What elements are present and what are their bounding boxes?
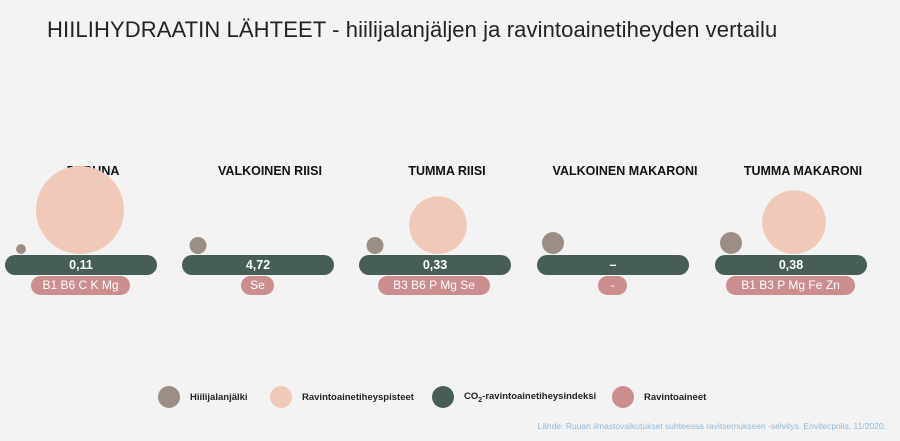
carbon-footprint-bubble	[189, 236, 207, 254]
legend-swatch-ravintoainetiheyspisteet	[270, 386, 292, 408]
nutrients-pill: -	[598, 276, 627, 295]
category-label: TUMMA RIISI	[408, 164, 486, 178]
bubble-area	[366, 196, 467, 254]
nutrient-density-bubble	[762, 190, 826, 254]
category-column: VALKOINEN RIISI 4,72 Se	[180, 0, 360, 300]
bubble-area	[16, 166, 124, 255]
nutrient-density-bubble	[409, 196, 467, 254]
legend-item-ravintoainetiheyspisteet: Ravintoainetiheyspisteet	[270, 384, 414, 410]
legend-swatch-ravintoaineet	[612, 386, 634, 408]
legend-label-co2-indeksi: CO2-ravintoainetiheysindeksi	[464, 390, 597, 404]
legend-item-co2-indeksi: CO2-ravintoainetiheysindeksi	[432, 384, 596, 410]
co2-index-bar: 0,11	[5, 255, 157, 275]
category-column: TUMMA RIISI 0,33 B3 B6 P Mg Se	[357, 0, 537, 300]
carbon-footprint-bubble	[366, 236, 384, 254]
co2-index-bar: 0,38	[715, 255, 867, 275]
nutrients-pill: B1 B3 P Mg Fe Zn	[726, 276, 855, 295]
chart-title: HIILIHYDRAATIN LÄHTEET - hiilijalanjälje…	[47, 17, 778, 42]
nutrient-density-bubble	[36, 166, 124, 254]
legend-item-ravintoaineet: Ravintoaineet	[612, 384, 706, 410]
legend-label-ravintoainetiheyspisteet: Ravintoainetiheyspisteet	[302, 391, 414, 403]
category-column: TUMMA MAKARONI 0,38 B1 B3 P Mg Fe Zn	[713, 0, 893, 300]
legend-label-ravintoaineet: Ravintoaineet	[644, 391, 707, 403]
legend-swatch-hiilijalanjalki	[158, 386, 180, 408]
category-label: VALKOINEN MAKARONI	[552, 164, 698, 178]
category-column: VALKOINEN MAKARONI – -	[535, 0, 715, 300]
legend: Hiilijalanjälki Ravintoainetiheyspisteet…	[0, 384, 900, 410]
co2-index-bar: 4,72	[182, 255, 334, 275]
nutrients-pill: B3 B6 P Mg Se	[378, 276, 490, 295]
legend-swatch-co2-indeksi	[432, 386, 454, 408]
co2-index-bar: 0,33	[359, 255, 511, 275]
nutrients-pill: Se	[241, 276, 274, 295]
bubble-area	[189, 236, 207, 254]
co2-index-bar: –	[537, 255, 689, 275]
carbon-footprint-bubble	[16, 244, 26, 255]
bubble-area	[542, 232, 564, 254]
category-label: TUMMA MAKARONI	[743, 164, 863, 178]
legend-label-hiilijalanjalki: Hiilijalanjälki	[190, 391, 248, 403]
bubble-area	[720, 190, 826, 254]
nutrients-pill: B1 B6 C K Mg	[31, 276, 130, 295]
carbon-footprint-bubble	[542, 232, 564, 254]
carbon-footprint-bubble	[720, 232, 742, 254]
source-note: Lähde: Ruuan ilmastovaikutukset suhteess…	[537, 421, 886, 431]
legend-item-hiilijalanjalki: Hiilijalanjälki	[158, 384, 248, 410]
category-label: VALKOINEN RIISI	[218, 164, 322, 178]
